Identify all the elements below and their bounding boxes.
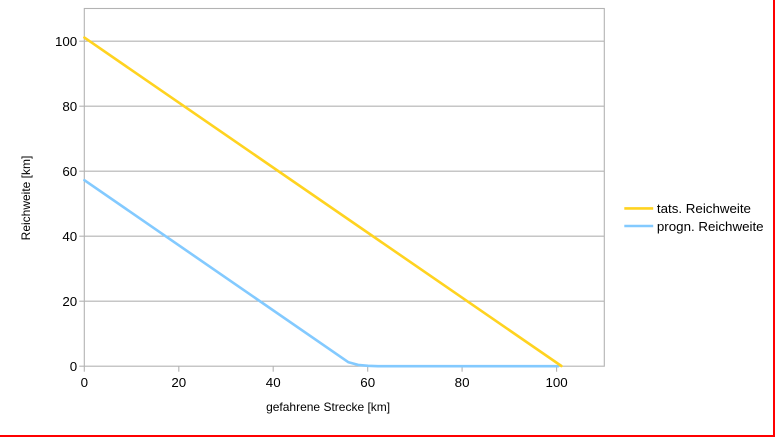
- svg-text:gefahrene Strecke [km]: gefahrene Strecke [km]: [266, 400, 390, 414]
- svg-text:0: 0: [81, 375, 88, 390]
- svg-text:20: 20: [171, 375, 186, 390]
- svg-text:progn. Reichweite: progn. Reichweite: [657, 219, 764, 234]
- svg-text:Reichweite [km]: Reichweite [km]: [19, 156, 33, 241]
- svg-text:80: 80: [62, 99, 77, 114]
- svg-text:60: 60: [360, 375, 375, 390]
- svg-text:tats. Reichweite: tats. Reichweite: [657, 201, 751, 216]
- svg-text:0: 0: [70, 359, 77, 374]
- svg-text:100: 100: [545, 375, 567, 390]
- svg-text:40: 40: [62, 229, 77, 244]
- svg-text:60: 60: [62, 164, 77, 179]
- svg-text:40: 40: [266, 375, 281, 390]
- svg-text:100: 100: [55, 34, 77, 49]
- svg-text:80: 80: [455, 375, 470, 390]
- svg-text:20: 20: [62, 294, 77, 309]
